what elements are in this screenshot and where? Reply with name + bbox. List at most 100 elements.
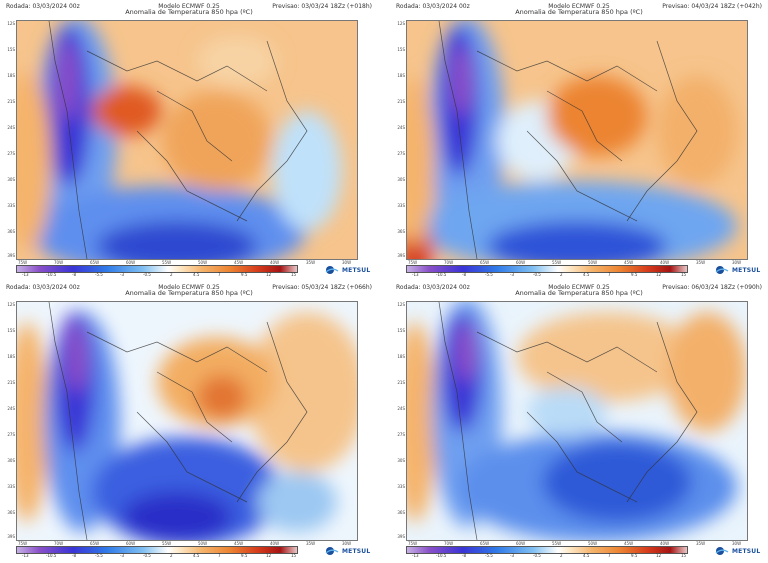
lat-label: 39S	[397, 534, 405, 539]
colorbar-label: -0.5	[533, 272, 541, 277]
lon-label: 60W	[516, 541, 526, 546]
lon-label: 40W	[270, 260, 280, 265]
map-graphic	[17, 302, 357, 540]
lon-label: 70W	[54, 541, 64, 546]
lat-label: 33S	[7, 203, 15, 208]
metsul-logo-icon	[325, 266, 339, 274]
lon-label: 40W	[660, 541, 670, 546]
colorbar-label: -10.5	[46, 272, 57, 277]
colorbar-label: -3	[510, 272, 514, 277]
lat-label: 36S	[397, 510, 405, 515]
lat-label: 24S	[7, 406, 15, 411]
lat-label: 30S	[397, 177, 405, 182]
colorbar-label: -10.5	[436, 553, 447, 558]
metsul-logo-icon	[715, 547, 729, 555]
lat-label: 18S	[397, 73, 405, 78]
colorbar-label: 4.5	[193, 553, 200, 558]
colorbar-label: 15	[681, 553, 687, 558]
metsul-logo-icon	[715, 266, 729, 274]
lon-label: 35W	[696, 541, 706, 546]
colorbar-label: -13	[412, 272, 419, 277]
run-label: Rodada: 03/03/2024 00z	[396, 3, 470, 10]
forecast-label: Previsao: 04/03/24 18Zz (+042h)	[662, 3, 762, 10]
lat-label: 36S	[397, 229, 405, 234]
map-title: Anomalia de Temperatura 850 hpa (ºC)	[125, 8, 253, 16]
lon-label: 60W	[126, 260, 136, 265]
lon-label: 45W	[234, 260, 244, 265]
colorbar-label: -3	[510, 553, 514, 558]
colorbar-label: -8	[72, 272, 76, 277]
colorbar-label: -5.5	[485, 272, 493, 277]
lat-label: 21S	[7, 99, 15, 104]
lat-label: 36S	[7, 510, 15, 515]
map-title: Anomalia de Temperatura 850 hpa (ºC)	[125, 289, 253, 297]
lat-label: 33S	[7, 484, 15, 489]
colorbar-label: 12	[266, 553, 272, 558]
metsul-logo: METSUL	[324, 265, 370, 275]
lon-label: 50W	[588, 541, 598, 546]
lon-label: 65W	[90, 260, 100, 265]
lat-label: 12S	[397, 302, 405, 307]
colorbar-label: -5.5	[95, 553, 103, 558]
panel-header: Rodada: 03/03/2024 00z Modelo ECMWF 0.25…	[4, 2, 374, 22]
lon-label: 30W	[342, 260, 352, 265]
lat-label: 12S	[397, 21, 405, 26]
lat-label: 24S	[397, 125, 405, 130]
lon-label: 45W	[624, 260, 634, 265]
colorbar-label: -0.5	[143, 272, 151, 277]
colorbar-label: -10.5	[436, 272, 447, 277]
run-label: Rodada: 03/03/2024 00z	[6, 3, 80, 10]
colorbar-label: 12	[656, 553, 662, 558]
metsul-logo: METSUL	[714, 546, 760, 556]
lat-label: 15S	[7, 47, 15, 52]
panel-header: Rodada: 03/03/2024 00z Modelo ECMWF 0.25…	[394, 283, 764, 303]
lon-label: 30W	[342, 541, 352, 546]
lat-label: 18S	[397, 354, 405, 359]
lon-label: 60W	[516, 260, 526, 265]
colorbar-label: 9.5	[631, 272, 638, 277]
lon-label: 55W	[162, 541, 172, 546]
run-label: Rodada: 03/03/2024 00z	[396, 284, 470, 291]
colorbar-label: -0.5	[143, 553, 151, 558]
colorbar-label: 4.5	[583, 553, 590, 558]
lat-label: 12S	[7, 21, 15, 26]
lon-label: 75W	[18, 260, 28, 265]
logo-text: METSUL	[342, 547, 371, 555]
colorbar-label: -3	[120, 272, 124, 277]
logo-text: METSUL	[732, 547, 761, 555]
lon-label: 35W	[306, 260, 316, 265]
colorbar	[406, 265, 688, 273]
lat-label: 15S	[7, 328, 15, 333]
colorbar-label: 7	[608, 272, 611, 277]
lon-label: 50W	[198, 260, 208, 265]
logo-text: METSUL	[732, 266, 761, 274]
panel-header: Rodada: 03/03/2024 00z Modelo ECMWF 0.25…	[394, 2, 764, 22]
colorbar-label: 9.5	[631, 553, 638, 558]
lon-label: 55W	[552, 541, 562, 546]
lat-label: 15S	[397, 328, 405, 333]
lon-label: 50W	[588, 260, 598, 265]
forecast-label: Previsao: 06/03/24 18Zz (+090h)	[662, 284, 762, 291]
colorbar-label: -13	[412, 553, 419, 558]
colorbar-label: 2	[560, 272, 563, 277]
lon-label: 65W	[480, 260, 490, 265]
lat-label: 30S	[7, 177, 15, 182]
colorbar	[406, 546, 688, 554]
colorbar-label: -8	[462, 553, 466, 558]
colorbar-label: 15	[291, 553, 297, 558]
anomaly-map	[406, 20, 748, 260]
metsul-logo: METSUL	[714, 265, 760, 275]
anomaly-map	[16, 20, 358, 260]
colorbar-label: -13	[22, 272, 29, 277]
colorbar-label: -5.5	[485, 553, 493, 558]
panel-forecast-066h: Rodada: 03/03/2024 00z Modelo ECMWF 0.25…	[4, 283, 374, 558]
lon-label: 60W	[126, 541, 136, 546]
colorbar-label: -0.5	[533, 553, 541, 558]
panel-header: Rodada: 03/03/2024 00z Modelo ECMWF 0.25…	[4, 283, 374, 303]
lon-label: 30W	[732, 260, 742, 265]
model-label: Modelo ECMWF 0.25	[158, 3, 220, 10]
colorbar-label: 12	[656, 272, 662, 277]
colorbar-label: 2	[170, 272, 173, 277]
map-graphic	[17, 21, 357, 259]
forecast-label: Previsao: 05/03/24 18Zz (+066h)	[272, 284, 372, 291]
